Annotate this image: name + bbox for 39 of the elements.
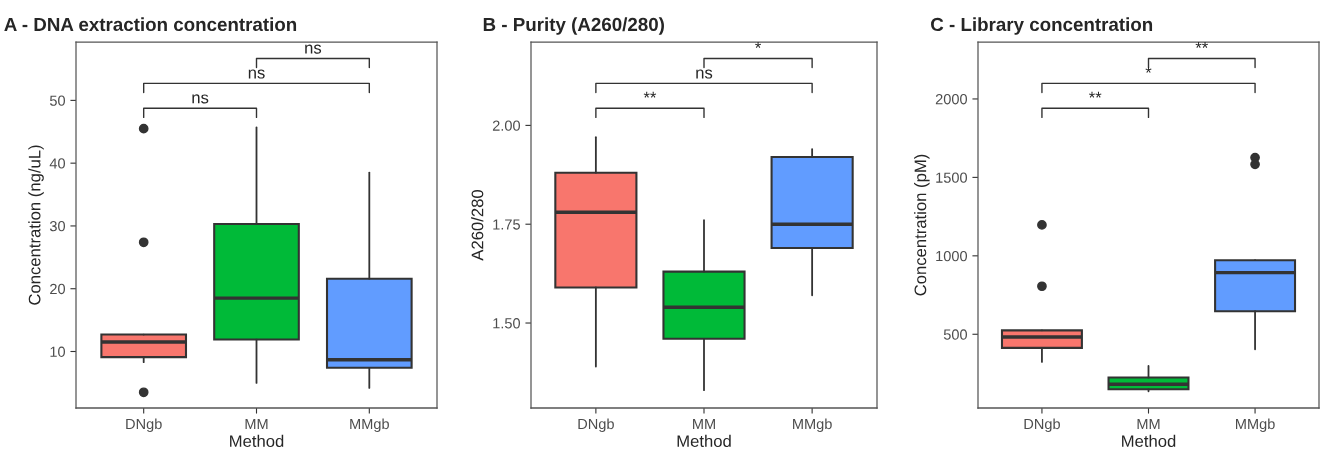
- annotation: ns: [248, 69, 265, 79]
- y-tick-label: 50: [49, 95, 66, 106]
- y-tick-label: 2000: [935, 94, 968, 105]
- x-tick-label: DNgb: [126, 418, 162, 433]
- y-axis-title: Concentration (ng/uL): [28, 145, 44, 305]
- y-tick-label: 1.50: [493, 318, 521, 329]
- y-axis-title: A260/280: [471, 189, 484, 261]
- chart-title: A - DNA extraction concentration: [4, 17, 297, 32]
- annotation: **: [1195, 42, 1209, 48]
- y-tick-label: 1.75: [493, 219, 520, 230]
- x-tick-label: MMgb: [793, 418, 832, 433]
- x-tick-label: MMgb: [350, 418, 389, 433]
- x-axis-title: Method: [677, 434, 731, 448]
- annotation: *: [1145, 66, 1152, 73]
- annotation: ns: [696, 69, 713, 79]
- x-tick-label: MM: [1137, 418, 1160, 429]
- y-tick-label: 1000: [936, 250, 968, 262]
- y-tick-label: 1500: [936, 172, 968, 183]
- x-tick-label: DNgb: [1024, 418, 1060, 433]
- y-tick-label: 2.00: [492, 120, 521, 131]
- x-tick-label: DNgb: [578, 418, 614, 433]
- x-tick-label: MM: [245, 418, 268, 429]
- y-tick-label: 40: [49, 158, 66, 169]
- y-tick-label: 30: [49, 221, 66, 232]
- y-tick-label: 500: [943, 329, 968, 340]
- x-tick-label: MM: [693, 418, 715, 429]
- chart-title: C - Library concentration: [931, 17, 1153, 35]
- y-tick-label: 10: [50, 346, 66, 357]
- x-axis-title: Method: [230, 434, 284, 448]
- x-axis-title: Method: [1122, 434, 1176, 448]
- annotation: **: [1089, 91, 1102, 98]
- annotation: ns: [305, 44, 322, 54]
- annotation: **: [643, 91, 657, 98]
- y-tick-label: 20: [50, 283, 66, 295]
- annotation: ns: [192, 94, 209, 104]
- y-axis-title: Concentration (pM): [914, 154, 930, 296]
- annotation: *: [755, 42, 762, 48]
- x-tick-label: MMgb: [1236, 418, 1275, 433]
- chart-title: B - Purity (A260/280): [483, 17, 664, 35]
